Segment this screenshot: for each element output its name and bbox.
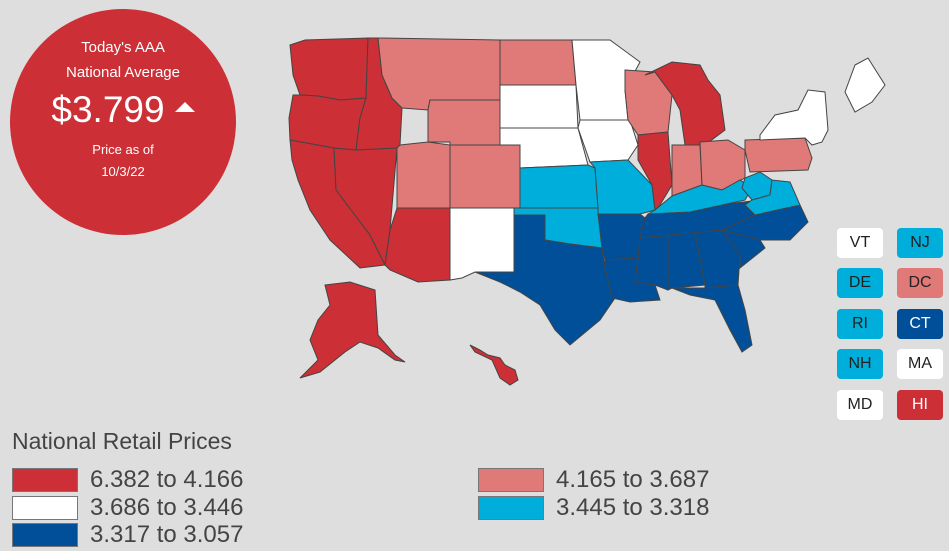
- state-co[interactable]: [449, 144, 521, 209]
- small-state-de[interactable]: DE: [837, 268, 883, 298]
- small-state-nh[interactable]: NH: [837, 349, 883, 379]
- state-wa[interactable]: [289, 37, 369, 101]
- state-me[interactable]: [844, 57, 886, 113]
- state-hi[interactable]: [469, 344, 519, 386]
- state-va[interactable]: [744, 179, 801, 216]
- state-sd[interactable]: [499, 84, 579, 129]
- state-fl[interactable]: [671, 284, 753, 353]
- state-mt[interactable]: [377, 37, 501, 111]
- small-state-ri[interactable]: RI: [837, 309, 883, 339]
- state-ak[interactable]: [299, 281, 406, 379]
- legend-swatch-tier4: [478, 496, 544, 520]
- state-az[interactable]: [384, 207, 451, 283]
- state-pa[interactable]: [744, 137, 813, 173]
- legend-label: 3.317 to 3.057: [90, 521, 244, 548]
- legend-swatch-tier1: [12, 468, 78, 492]
- state-ar[interactable]: [597, 213, 646, 261]
- small-state-ma[interactable]: MA: [897, 349, 943, 379]
- state-ia[interactable]: [577, 119, 639, 163]
- national-average-badge: Today's AAA National Average $3.799 Pric…: [10, 9, 236, 235]
- legend-label: 4.165 to 3.687: [556, 466, 710, 493]
- national-average-price: $3.799: [51, 89, 165, 130]
- state-nm[interactable]: [449, 207, 515, 281]
- state-mi[interactable]: [644, 61, 726, 146]
- up-triangle-icon: [174, 102, 195, 113]
- price-date: 10/3/22: [101, 164, 145, 179]
- state-ut[interactable]: [396, 141, 451, 209]
- state-ms[interactable]: [634, 233, 669, 291]
- legend-swatch-tier5: [12, 523, 78, 547]
- legend-swatch-tier3: [12, 496, 78, 520]
- small-state-ct[interactable]: CT: [897, 309, 943, 339]
- small-state-vt[interactable]: VT: [837, 228, 883, 258]
- legend-swatch-tier2: [478, 468, 544, 492]
- state-nd[interactable]: [499, 39, 577, 86]
- small-state-md[interactable]: MD: [837, 390, 883, 420]
- small-state-hi[interactable]: HI: [897, 390, 943, 420]
- small-state-nj[interactable]: NJ: [897, 228, 943, 258]
- badge-title-line1: Today's AAA: [81, 39, 165, 56]
- small-state-dc[interactable]: DC: [897, 268, 943, 298]
- legend-label: 3.686 to 3.446: [90, 494, 244, 521]
- legend-title: National Retail Prices: [12, 428, 232, 454]
- state-ny[interactable]: [759, 89, 829, 146]
- state-sc[interactable]: [720, 229, 766, 270]
- state-ks[interactable]: [519, 164, 599, 209]
- legend-label: 3.445 to 3.318: [556, 494, 710, 521]
- badge-price-row: $3.799: [10, 89, 236, 131]
- badge-title-line2: National Average: [66, 64, 180, 81]
- state-tx[interactable]: [474, 214, 616, 346]
- price-as-of-label: Price as of: [92, 142, 154, 157]
- state-wy[interactable]: [427, 99, 501, 146]
- legend-label: 6.382 to 4.166: [90, 466, 244, 493]
